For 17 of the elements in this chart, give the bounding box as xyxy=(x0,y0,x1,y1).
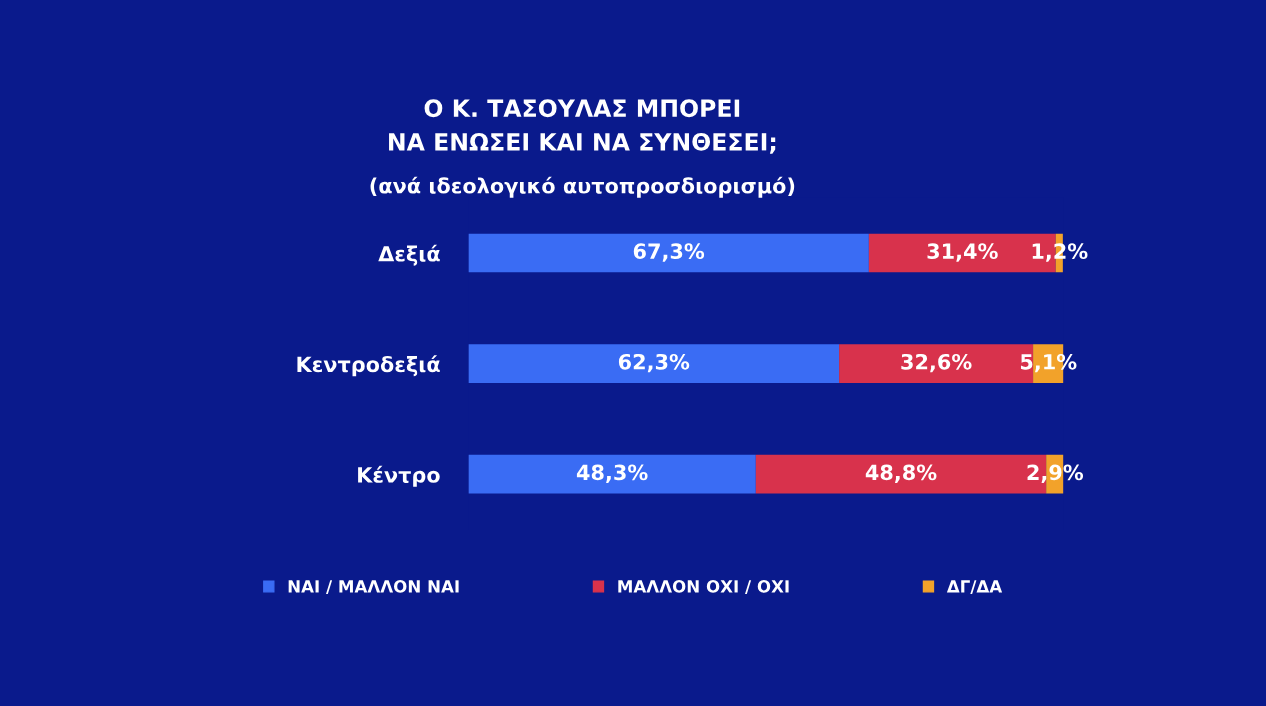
data-label: 62,3% xyxy=(618,353,690,373)
data-label: 31,4% xyxy=(927,243,998,262)
data-label: 32,6% xyxy=(901,353,972,373)
data-label: 67,3% xyxy=(633,243,705,262)
legend-label: ΝΑΙ / ΜΑΛΛΟΝ ΝΑΙ xyxy=(288,580,459,595)
bar xyxy=(468,233,869,273)
chart-subtitle: (ανά ιδεολογικό αυτοπροσδιορισμό) xyxy=(370,176,795,198)
legend-label: ΜΑΛΛΟΝ ΟΧΙ / ΟΧΙ xyxy=(618,580,789,595)
data-label: 48,3% xyxy=(576,464,648,483)
bar xyxy=(468,344,840,383)
bar xyxy=(468,454,756,494)
y-tick-label: Κέντρο xyxy=(358,465,440,487)
y-tick-label: Κεντροδεξιά xyxy=(297,355,440,377)
legend-label: ΔΓ/ΔΑ xyxy=(946,580,1003,595)
y-tick-label: Δεξιά xyxy=(378,244,440,266)
data-label: 48,8% xyxy=(865,464,937,483)
chart-title: Ο Κ. ΤΑΣΟΥΛΑΣ ΜΠΟΡΕΙ ΝΑ ΕΝΩΣΕΙ ΚΑΙ ΝΑ ΣΥΝΘΕΣΕΙ; xyxy=(389,99,776,154)
